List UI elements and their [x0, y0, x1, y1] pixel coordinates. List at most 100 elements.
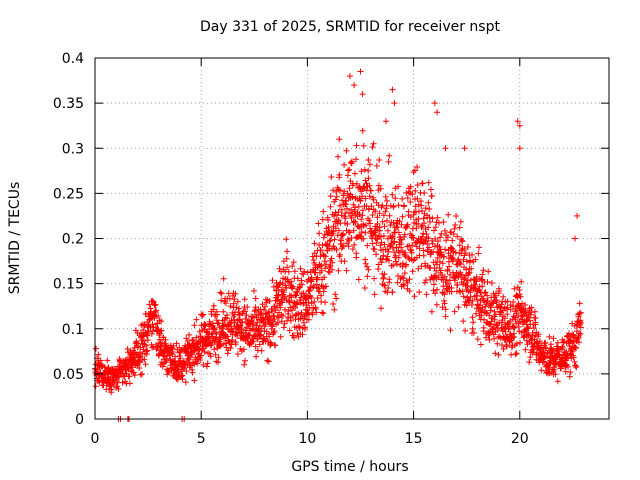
data-point — [431, 100, 438, 107]
data-point — [459, 238, 466, 245]
data-point — [289, 283, 296, 290]
data-point — [311, 240, 318, 247]
data-point — [484, 298, 491, 304]
data-point — [400, 275, 407, 282]
data-point — [284, 264, 291, 271]
data-point — [438, 230, 445, 237]
data-point — [251, 287, 257, 294]
data-point — [442, 306, 449, 313]
data-point — [155, 313, 162, 319]
data-point — [332, 291, 339, 298]
data-point — [187, 362, 194, 369]
data-point — [320, 208, 327, 215]
data-point — [256, 341, 263, 348]
data-point — [211, 346, 218, 353]
data-point — [280, 324, 287, 331]
data-point — [353, 180, 360, 187]
data-point — [210, 306, 217, 313]
data-point — [380, 252, 387, 259]
data-point — [447, 327, 454, 334]
data-point — [377, 233, 384, 240]
y-tick-label: 0.35 — [53, 96, 84, 112]
data-point — [458, 271, 465, 278]
data-point — [294, 301, 301, 308]
data-point — [362, 229, 369, 236]
data-point — [418, 202, 425, 209]
data-point — [283, 236, 290, 243]
data-point — [496, 288, 503, 294]
data-point — [242, 308, 249, 315]
data-point — [295, 310, 302, 317]
data-point — [262, 321, 269, 328]
data-point — [314, 281, 320, 288]
data-point — [369, 144, 376, 151]
data-point — [455, 256, 462, 263]
data-point — [298, 309, 305, 316]
data-point — [191, 322, 198, 329]
data-point — [335, 227, 342, 234]
data-point — [320, 310, 327, 317]
data-point — [376, 157, 383, 163]
data-point — [218, 290, 225, 297]
data-point — [384, 253, 391, 260]
data-point — [368, 203, 375, 210]
data-point — [172, 353, 179, 360]
data-point — [375, 266, 382, 272]
data-point — [313, 309, 320, 316]
data-point — [381, 241, 388, 248]
data-point — [361, 285, 368, 291]
data-point — [299, 331, 306, 338]
data-point — [456, 287, 463, 294]
y-tick-label: 0.3 — [62, 141, 84, 157]
data-point — [427, 218, 433, 225]
x-tick-label: 10 — [298, 431, 316, 447]
data-point — [362, 256, 369, 263]
data-point — [133, 340, 140, 347]
data-point — [346, 73, 353, 80]
data-point — [414, 182, 421, 188]
data-point — [152, 301, 159, 308]
data-point — [258, 347, 265, 354]
data-point — [338, 206, 345, 213]
data-point — [234, 298, 241, 305]
data-point — [394, 224, 401, 231]
data-point — [573, 364, 580, 371]
data-point — [126, 373, 133, 380]
data-point — [425, 224, 432, 231]
data-point — [500, 293, 507, 300]
data-point — [488, 280, 495, 286]
data-point — [415, 215, 422, 222]
data-point — [377, 242, 384, 249]
data-point — [353, 250, 360, 257]
data-point — [139, 371, 145, 377]
data-point — [511, 285, 518, 292]
data-point — [576, 310, 583, 317]
data-point — [254, 336, 261, 342]
data-point — [403, 261, 410, 268]
data-point — [311, 298, 318, 305]
data-point — [270, 329, 277, 336]
data-point — [359, 193, 365, 200]
data-point — [322, 299, 329, 306]
data-point — [344, 190, 351, 197]
x-tick-label: 5 — [197, 431, 206, 447]
data-point — [336, 171, 343, 178]
data-point — [190, 337, 197, 344]
data-point — [333, 295, 340, 302]
data-point — [446, 263, 453, 270]
data-point — [197, 357, 204, 363]
data-point — [284, 248, 291, 255]
data-point — [484, 292, 491, 299]
data-point — [321, 274, 328, 281]
data-point — [194, 360, 201, 367]
data-point — [218, 297, 225, 304]
data-point — [338, 237, 345, 244]
data-point — [306, 288, 313, 295]
data-point — [370, 231, 376, 237]
data-point — [137, 344, 144, 351]
data-point — [426, 206, 433, 212]
data-point — [318, 262, 325, 269]
data-point — [184, 338, 191, 344]
data-point — [370, 140, 377, 147]
data-point — [296, 297, 303, 304]
